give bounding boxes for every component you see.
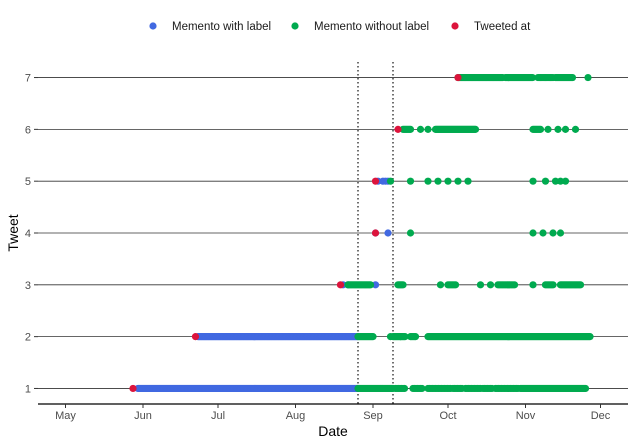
horizontal-gridlines	[38, 77, 628, 389]
x-tick-label: Jul	[211, 410, 225, 422]
x-tick-label: Aug	[286, 410, 306, 422]
data-point	[394, 125, 402, 133]
data-points	[129, 73, 594, 393]
legend-item: Memento with label	[149, 21, 271, 33]
x-axis-title: Date	[318, 423, 348, 439]
legend-swatch	[149, 22, 157, 30]
x-tick-label: May	[55, 410, 76, 422]
data-point	[571, 125, 580, 133]
data-point	[406, 229, 415, 237]
data-point	[406, 177, 415, 185]
data-point	[336, 281, 345, 289]
data-point	[129, 384, 137, 393]
data-point	[529, 177, 537, 185]
data-point	[486, 281, 495, 289]
data-point	[556, 177, 565, 185]
y-tick-label: 6	[25, 124, 31, 136]
data-point	[191, 333, 200, 341]
data-point	[371, 177, 380, 185]
data-point	[549, 229, 557, 237]
reference-vertical-lines	[357, 62, 394, 404]
legend-item: Memento without label	[291, 21, 429, 33]
y-axis-title: Tweet	[5, 214, 21, 251]
data-point	[536, 125, 545, 133]
data-point	[528, 73, 537, 82]
data-point	[551, 177, 560, 185]
data-point	[366, 281, 375, 289]
data-point	[476, 281, 485, 289]
data-point	[369, 333, 377, 341]
data-point	[561, 177, 570, 185]
data-point	[406, 125, 415, 133]
data-point	[371, 229, 380, 237]
data-point	[424, 177, 432, 185]
data-point	[444, 177, 452, 185]
x-tick-label: Jun	[134, 410, 152, 422]
legend-item: Tweeted at	[451, 21, 531, 33]
data-point	[371, 281, 380, 289]
x-tick-label: Nov	[516, 410, 536, 422]
data-point	[411, 333, 420, 341]
data-point	[416, 125, 425, 133]
data-point	[510, 281, 519, 289]
data-point	[529, 281, 537, 289]
series-tweeted-at	[129, 73, 462, 393]
data-point	[576, 281, 585, 289]
y-tick-label: 2	[25, 332, 31, 344]
data-point	[568, 73, 577, 82]
data-point	[556, 229, 565, 237]
data-point	[401, 333, 409, 341]
x-tick-label: Dec	[591, 410, 611, 422]
y-tick-label: 7	[25, 73, 31, 85]
data-point	[418, 384, 426, 393]
data-point	[454, 177, 462, 185]
data-point	[541, 177, 550, 185]
legend-label: Memento without label	[314, 21, 429, 33]
legend-swatch	[451, 22, 459, 30]
x-axis-ticks: May Jun Jul Aug Sep Oct Nov Dec	[55, 404, 611, 422]
y-tick-label: 3	[25, 280, 31, 292]
data-point	[399, 281, 407, 289]
data-point	[384, 229, 392, 237]
x-tick-label: Oct	[439, 410, 456, 422]
data-point	[549, 281, 557, 289]
data-point	[581, 384, 590, 393]
data-point	[464, 177, 472, 185]
data-point	[436, 281, 445, 289]
y-tick-label: 1	[25, 383, 31, 395]
y-tick-label: 5	[25, 176, 31, 188]
data-point	[561, 125, 570, 133]
legend-label: Tweeted at	[474, 21, 531, 33]
data-point	[424, 125, 432, 133]
y-axis-ticks: 1 2 3 4 5 6 7	[25, 73, 38, 395]
y-tick-label: 4	[25, 228, 31, 240]
data-point	[544, 125, 552, 133]
data-point	[386, 177, 395, 185]
data-point	[400, 384, 409, 393]
data-point	[584, 73, 592, 82]
data-point	[586, 333, 594, 341]
data-point	[539, 229, 547, 237]
legend: Memento with label Memento without label T…	[149, 21, 531, 33]
x-tick-label: Sep	[363, 410, 383, 422]
data-point	[554, 125, 562, 133]
legend-label: Memento with label	[172, 21, 271, 33]
data-point	[434, 177, 442, 185]
data-point	[471, 125, 480, 133]
series-memento-with-label	[134, 177, 392, 393]
legend-swatch	[291, 22, 299, 30]
data-point	[451, 281, 460, 289]
data-point	[454, 73, 462, 82]
series-memento-without-label	[344, 73, 594, 393]
data-point	[529, 229, 537, 237]
